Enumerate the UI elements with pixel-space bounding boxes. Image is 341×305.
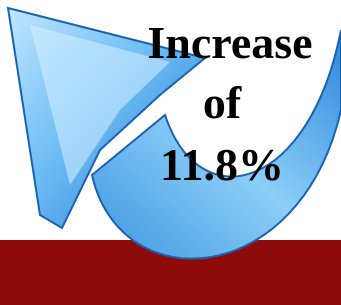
page: {"text": {"line1": "Increase", "line2": … <box>0 0 341 305</box>
slide: Increase of 11.8% <box>0 0 341 305</box>
headline-line-1: Increase <box>147 17 312 68</box>
headline-line-2: of <box>203 77 242 128</box>
headline-line-3: 11.8% <box>160 139 284 190</box>
